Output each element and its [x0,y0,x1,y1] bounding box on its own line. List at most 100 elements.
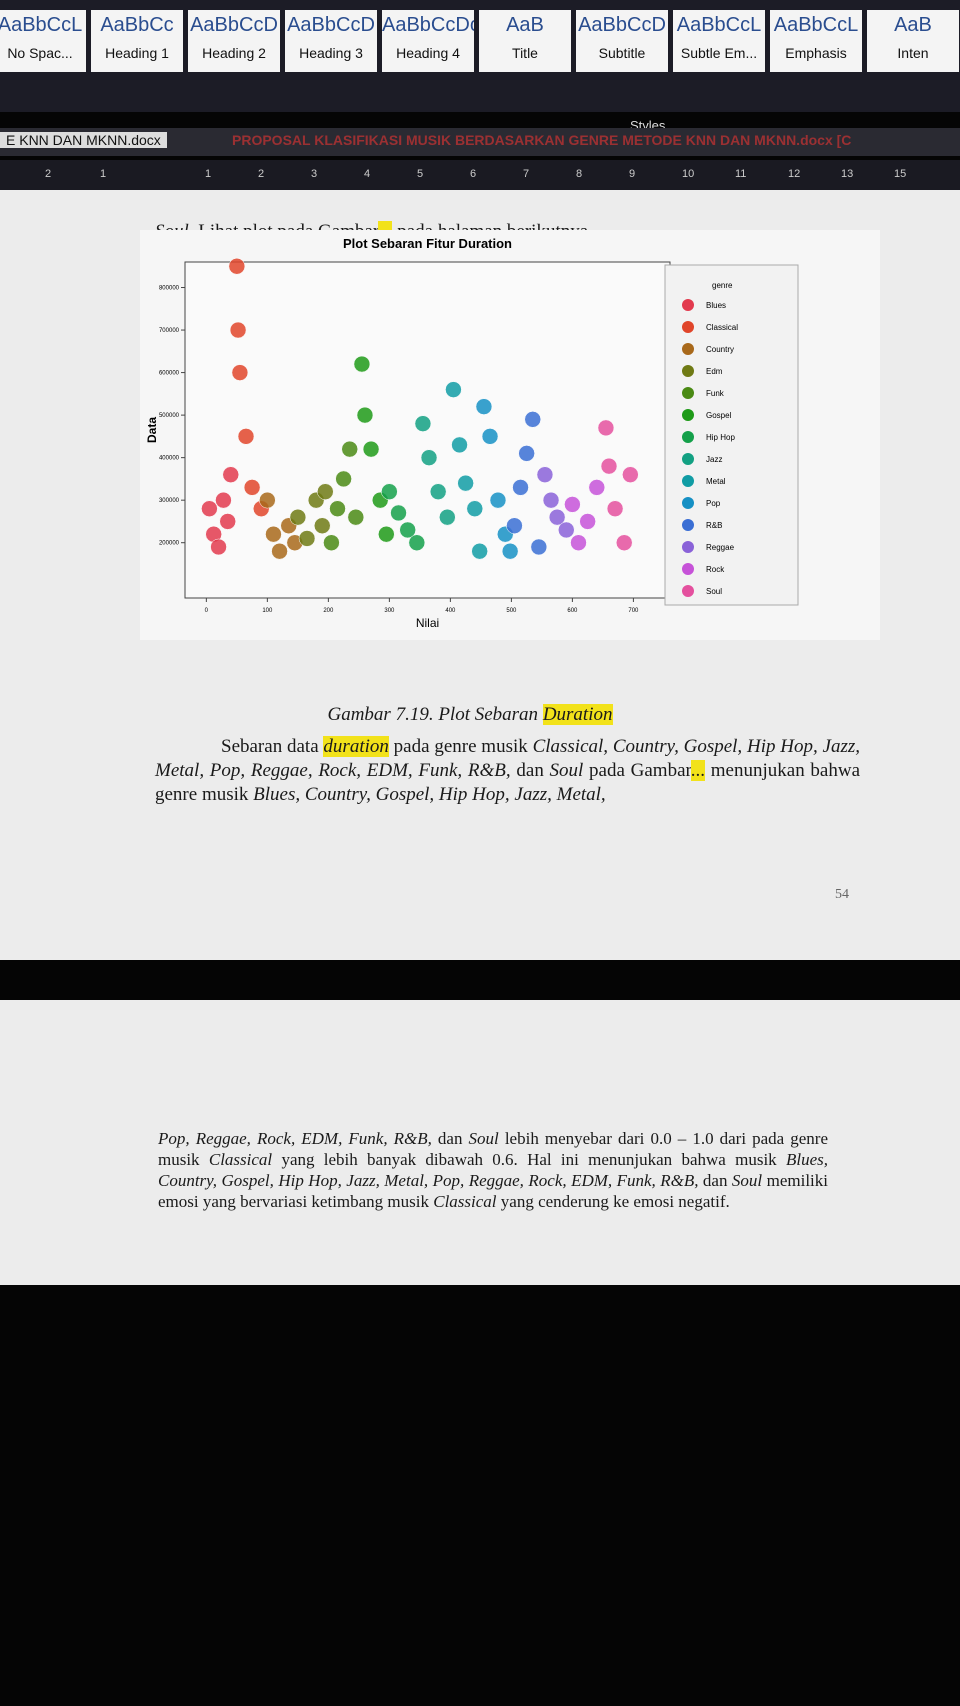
scatter-point [579,513,596,530]
scatter-point [231,364,249,381]
x-tick-label: 100 [262,608,273,614]
scatter-point [501,542,519,560]
style-button[interactable]: AaBbCcDc Heading 4 [382,10,474,72]
ribbon: AaBbCcL No Spac... AaBbCc Heading 1 AaBbCcD H… [0,0,960,112]
scatter-point [414,415,432,432]
legend-label: Jazz [706,455,722,464]
style-button[interactable]: AaBbCcD Heading 2 [188,10,280,72]
style-name: Emphasis [785,45,847,61]
style-button[interactable]: AaBbCcD Subtitle [576,10,668,72]
legend-label: Edm [706,367,723,376]
ruler-number: 6 [470,168,477,180]
style-button[interactable]: AaBbCc Heading 1 [91,10,183,72]
text-run: Classical [433,1192,497,1211]
ruler-number: 7 [523,168,530,180]
legend-label: Blues [706,301,726,310]
scatter-point [271,542,288,560]
scatter-point [390,504,407,522]
scatter-point [466,500,484,517]
legend-label: Country [706,345,734,354]
ruler-number: 4 [364,168,371,180]
ruler-number: 2 [45,168,52,180]
x-tick-label: 400 [445,608,456,614]
style-preview: AaB [894,14,932,36]
style-preview: AaB [506,14,544,36]
legend-label: Reggae [706,543,735,552]
legend-marker [682,519,694,531]
scatter-point [524,411,541,428]
y-tick-label: 200000 [159,541,180,547]
scatter-point [570,534,587,551]
scatter-point [536,466,554,483]
legend-label: Classical [706,323,738,332]
scatter-point [558,521,575,539]
paragraph: Pop, Reggae, Rock, EDM, Funk, R&B, dan S… [158,1128,828,1212]
scatter-point [353,355,371,373]
scatter-point [420,449,438,466]
legend-label: Metal [706,477,726,486]
legend-marker [682,453,694,465]
legend-marker [682,541,694,553]
text-run: duration [323,736,389,757]
x-tick-label: 0 [205,608,209,614]
y-tick-label: 600000 [159,371,180,377]
scatter-point [518,445,535,462]
style-button[interactable]: AaBbCcL No Spac... [0,10,86,72]
scatter-point [237,428,255,445]
page-number: 54 [835,887,849,902]
ruler: 2 1 1 2 3 4 5 6 7 8 9 10 11 12 13 15 [0,160,960,190]
style-button[interactable]: AaB Title [479,10,571,72]
legend-marker [682,475,694,487]
style-preview: AaBbCcL [0,14,83,36]
legend-label: Pop [706,499,721,508]
style-name: Heading 3 [299,45,363,61]
scatter-point [228,258,246,275]
text-run: yang cenderung ke emosi negatif. [496,1192,730,1211]
text-run: memiliki emosi yang bervariasi ketimbang… [158,1171,828,1211]
scatter-point [341,440,358,458]
scatter-point [615,534,633,551]
text-run: dan [431,1129,469,1148]
style-name: Inten [897,45,929,61]
text-run: Gambar 7.19. Plot Sebaran [327,704,543,725]
text-run: yang lebih banyak dibawah 0.6. Hal ini m… [272,1150,786,1169]
tab[interactable]: E KNN DAN MKNN.docx [0,132,167,148]
ruler-number: 15 [894,168,907,180]
legend-label: Hip Hop [706,433,735,442]
style-button[interactable]: AaBbCcL Subtle Em... [673,10,765,72]
style-button[interactable]: AaB Inten [867,10,959,72]
text-run: Blues, Country, Gospel, Hip Hop, Jazz, M… [253,784,606,805]
scatter-point [622,466,639,483]
scatter-point [335,470,352,488]
caption: Gambar 7.19. Plot Sebaran Duration [150,703,790,727]
ruler-number: 13 [841,168,854,180]
scatter-point [542,491,560,509]
text-run: Classical [208,1150,273,1169]
scatter-point [381,483,398,500]
text-run: pada genre musik [388,736,533,757]
text-run: Blues, Country, Gospel, Hip Hop, Jazz, M… [158,1150,829,1190]
scatter-point [451,436,468,454]
style-button[interactable]: AaBbCcL Emphasis [770,10,862,72]
scatter-point [210,538,227,556]
legend-label: Rock [706,565,725,574]
scatter-point [489,491,507,509]
tab[interactable]: PROPOSAL KLASIFIKASI MUSIK BERDASARKAN G… [232,132,852,148]
scatter-point [215,491,232,509]
scatter-point [506,517,523,534]
ruler-number: 2 [258,168,265,180]
x-tick-label: 700 [628,608,639,614]
legend-marker [682,343,694,355]
style-button[interactable]: AaBbCcD Heading 3 [285,10,377,72]
tab-bar: E KNN DAN MKNN.docx PROPOSAL KLASIFIKASI… [0,128,960,156]
legend-label: Funk [706,389,725,398]
ruler-number: 1 [100,168,107,180]
scatter-point [564,496,581,513]
style-name: Subtle Em... [680,45,758,61]
scatter-point [481,428,499,445]
scatter-point [323,534,340,551]
scatter-point [317,483,334,500]
y-tick-label: 700000 [159,328,180,334]
scatter-point [512,479,529,496]
scatter-point [362,440,380,458]
